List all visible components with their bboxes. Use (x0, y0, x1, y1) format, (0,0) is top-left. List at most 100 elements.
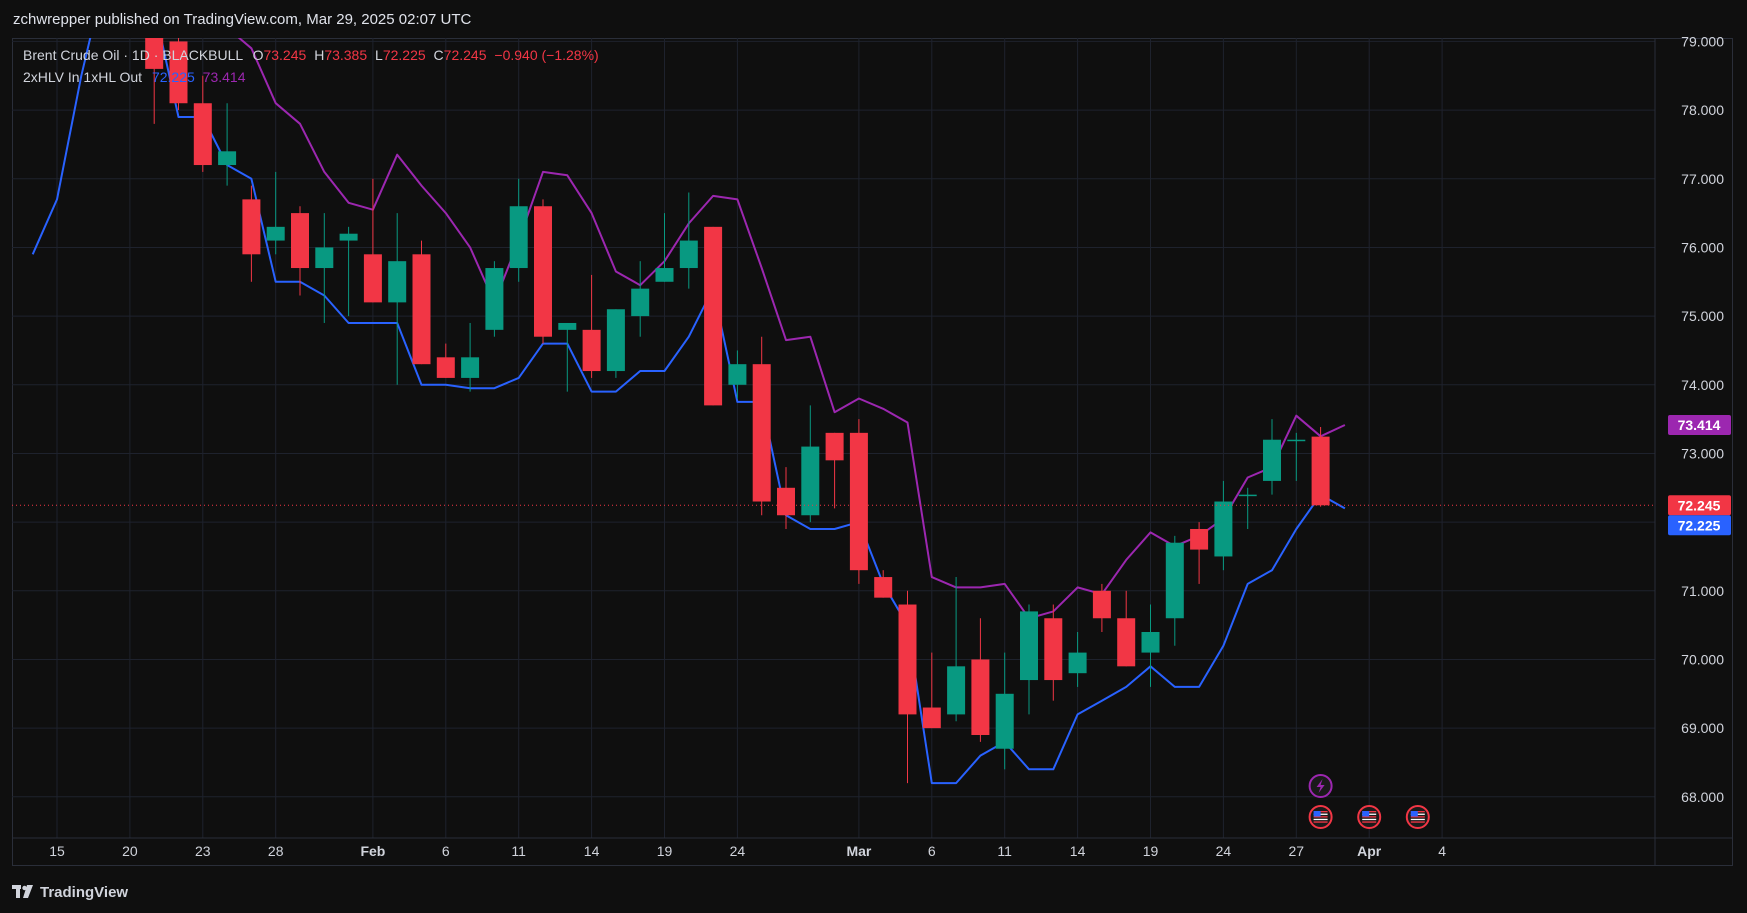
top-bar: zchwrepper published on TradingView.com,… (0, 0, 1747, 38)
candle (849, 419, 868, 584)
candle (1287, 432, 1306, 481)
y-tick-label: 78.000 (1681, 102, 1724, 118)
candle-body (266, 226, 285, 241)
candle (291, 206, 309, 296)
candle-body (1141, 631, 1160, 653)
candle (777, 467, 795, 529)
candle-body (1068, 652, 1087, 674)
candle-body (728, 364, 747, 385)
legend-close: 72.245 (443, 47, 487, 63)
candle-body (339, 233, 358, 241)
candle (1044, 604, 1063, 701)
legend-open: 73.245 (263, 47, 307, 63)
candle-body (801, 446, 820, 516)
candle (874, 570, 893, 598)
candle (971, 618, 990, 742)
legend-h-label: H (314, 47, 325, 63)
x-tick-label: 6 (928, 843, 936, 859)
candle-body (947, 666, 966, 715)
candle-body (291, 213, 309, 269)
candle (1263, 419, 1281, 495)
x-tick-label: 11 (997, 843, 1012, 859)
x-tick-label: 19 (657, 843, 673, 859)
y-tick-label: 71.000 (1681, 583, 1724, 599)
x-tick-label: 14 (1070, 843, 1086, 859)
candle (315, 213, 334, 323)
candle-body (412, 254, 431, 365)
candle (1117, 590, 1136, 667)
legend-ohlc-row: Brent Crude Oil · 1D · BLACKBULL O73.245… (23, 44, 599, 66)
candles (12, 38, 1655, 784)
candle-body (1190, 528, 1209, 550)
candle (582, 274, 601, 378)
x-tick-label: 27 (1289, 843, 1305, 859)
candle (947, 577, 966, 722)
candle-body (558, 322, 577, 330)
x-tick-label: Apr (1357, 843, 1382, 859)
lightning-icon (1308, 774, 1333, 798)
candle (388, 213, 407, 385)
candle (922, 652, 941, 729)
band-high-line (237, 38, 1346, 620)
candle (266, 171, 285, 255)
candle-body (509, 206, 528, 269)
candle-body (582, 329, 601, 372)
x-tick-label: 4 (1438, 843, 1446, 859)
y-tick-label: 69.000 (1681, 720, 1724, 736)
x-tick-label: 24 (1216, 843, 1232, 859)
candle-body (922, 707, 941, 729)
candle (1165, 535, 1184, 646)
candle-body (1214, 501, 1233, 557)
y-tick-label: 77.000 (1681, 171, 1724, 187)
y-tick-label: 73.000 (1681, 445, 1724, 461)
candle (436, 343, 455, 378)
candle (1214, 480, 1233, 571)
candle-body (1020, 611, 1038, 681)
candle (145, 38, 164, 124)
candle-body (606, 309, 625, 372)
candle (193, 75, 212, 172)
candle (485, 261, 504, 337)
x-tick-label: 20 (122, 843, 138, 859)
candle (752, 336, 771, 516)
candle (1311, 427, 1330, 507)
candle-body (995, 693, 1014, 749)
candle (242, 185, 261, 282)
candle-body (315, 247, 334, 269)
candle (534, 199, 552, 344)
candle (218, 103, 237, 186)
candle (704, 226, 723, 406)
indicator-name[interactable]: 2xHLV In 1xHL Out (23, 69, 143, 85)
candle-body (777, 487, 795, 516)
candle (825, 432, 844, 509)
candle-body (1165, 542, 1184, 619)
price-label-text: 73.414 (1678, 417, 1721, 433)
candle-body (679, 240, 698, 269)
candle-body (1287, 439, 1306, 442)
price-label-bg (1668, 415, 1731, 436)
x-tick-label: Feb (360, 843, 385, 859)
candle-body (145, 38, 164, 69)
y-tick-label: 74.000 (1681, 377, 1724, 393)
candle-body (1263, 439, 1281, 481)
us-flag-icon (1308, 805, 1333, 829)
candle-body (825, 432, 844, 461)
y-tick-label: 68.000 (1681, 789, 1724, 805)
legend-change: −0.940 (−1.28%) (494, 47, 599, 63)
axes: 68.00069.00070.00071.00072.00073.00074.0… (12, 33, 1733, 866)
chart-frame[interactable] (12, 38, 1733, 866)
legend-symbol[interactable]: Brent Crude Oil · 1D · BLACKBULL (23, 47, 243, 63)
band-low-line (31, 38, 1346, 785)
y-tick-label: 70.000 (1681, 651, 1724, 667)
grid (12, 38, 1655, 838)
candle (655, 213, 674, 282)
tradingview-logo-icon (12, 885, 33, 898)
indicator-value-high: 73.414 (202, 69, 246, 85)
candle-body (1238, 494, 1257, 497)
candle-body (1044, 618, 1063, 681)
candle (1141, 604, 1160, 687)
price-label: 73.414 (1668, 415, 1731, 436)
footer-brand: TradingView (40, 883, 129, 901)
candle (558, 322, 577, 392)
